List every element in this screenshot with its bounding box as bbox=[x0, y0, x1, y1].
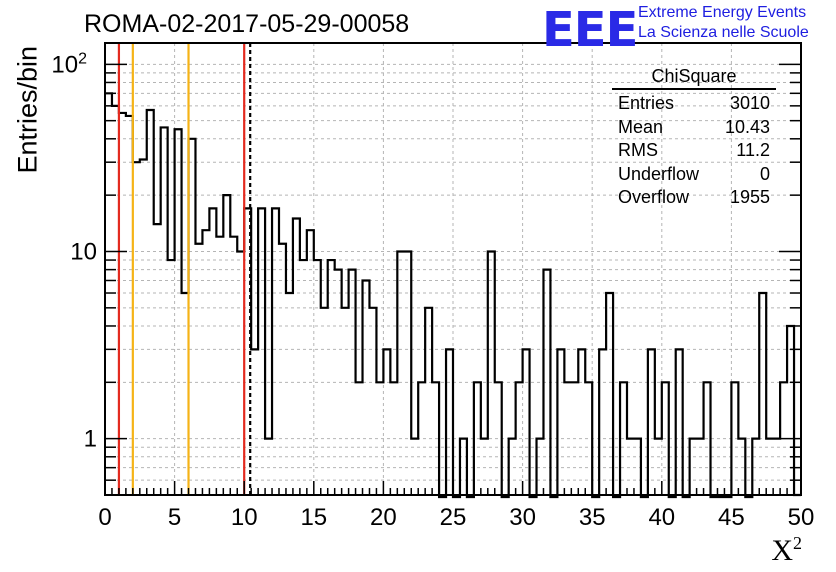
stats-box: ChiSquare Entries 3010 Mean 10.43 RMS 11.2 Und… bbox=[612, 66, 776, 210]
x-tick-label: 20 bbox=[370, 504, 397, 531]
stats-label: Entries bbox=[618, 93, 675, 113]
x-tick-label: 5 bbox=[168, 504, 181, 531]
stats-row: RMS 11.2 bbox=[612, 139, 776, 163]
histogram-steps bbox=[105, 92, 801, 499]
y-tick-label: 102 bbox=[51, 50, 87, 78]
y-axis-label: Entries/bin bbox=[12, 45, 43, 174]
histogram-series bbox=[105, 92, 801, 499]
x-tick-label: 35 bbox=[579, 504, 606, 531]
stats-label: Underflow bbox=[618, 163, 700, 184]
y-tick-base: 10 bbox=[51, 51, 78, 78]
x-tick-label: 40 bbox=[648, 504, 675, 531]
overlay-lines bbox=[117, 43, 252, 495]
y-tick-base: 1 bbox=[84, 426, 97, 453]
chart-title: ROMA-02-2017-05-29-00058 bbox=[84, 10, 410, 38]
stats-label: RMS bbox=[618, 140, 658, 160]
logo-line-2: La Scienza nelle Scuole bbox=[638, 24, 809, 41]
stats-row: Overflow 1955 bbox=[612, 186, 776, 210]
stats-value: 1955 bbox=[729, 187, 770, 207]
stats-label: Mean bbox=[618, 116, 664, 137]
logo-line-1: Extreme Energy Events bbox=[638, 4, 807, 21]
stats-row: Mean 10.43 bbox=[612, 116, 776, 140]
stats-title: ChiSquare bbox=[612, 66, 776, 90]
x-tick-label: 25 bbox=[440, 504, 467, 531]
stats-row: Underflow 0 bbox=[612, 163, 776, 187]
stats-value: 10.43 bbox=[724, 116, 770, 137]
x-tick-label: 45 bbox=[718, 504, 745, 531]
x-tick-label: 0 bbox=[98, 504, 111, 531]
y-tick-label: 1 bbox=[84, 426, 97, 453]
y-tick-exponent: 2 bbox=[78, 50, 87, 67]
stats-value: 11.2 bbox=[736, 140, 770, 160]
stats-value: 3010 bbox=[729, 93, 770, 113]
y-tick-base: 10 bbox=[70, 238, 97, 265]
x-tick-label: 50 bbox=[788, 504, 815, 531]
eee-logo: EEE bbox=[542, 2, 638, 58]
y-tick-label: 10 bbox=[70, 238, 97, 265]
x-tick-label: 10 bbox=[231, 504, 258, 531]
stats-row: Entries 3010 bbox=[612, 92, 776, 116]
stats-value: 0 bbox=[759, 163, 770, 184]
x-tick-label: 30 bbox=[509, 504, 536, 531]
x-axis-label: X2 bbox=[771, 533, 802, 567]
x-axis-ticks: 0 5 10 15 20 25 30 35 40 45 50 bbox=[98, 481, 814, 531]
x-tick-label: 15 bbox=[300, 504, 327, 531]
stats-label: Overflow bbox=[618, 187, 690, 207]
